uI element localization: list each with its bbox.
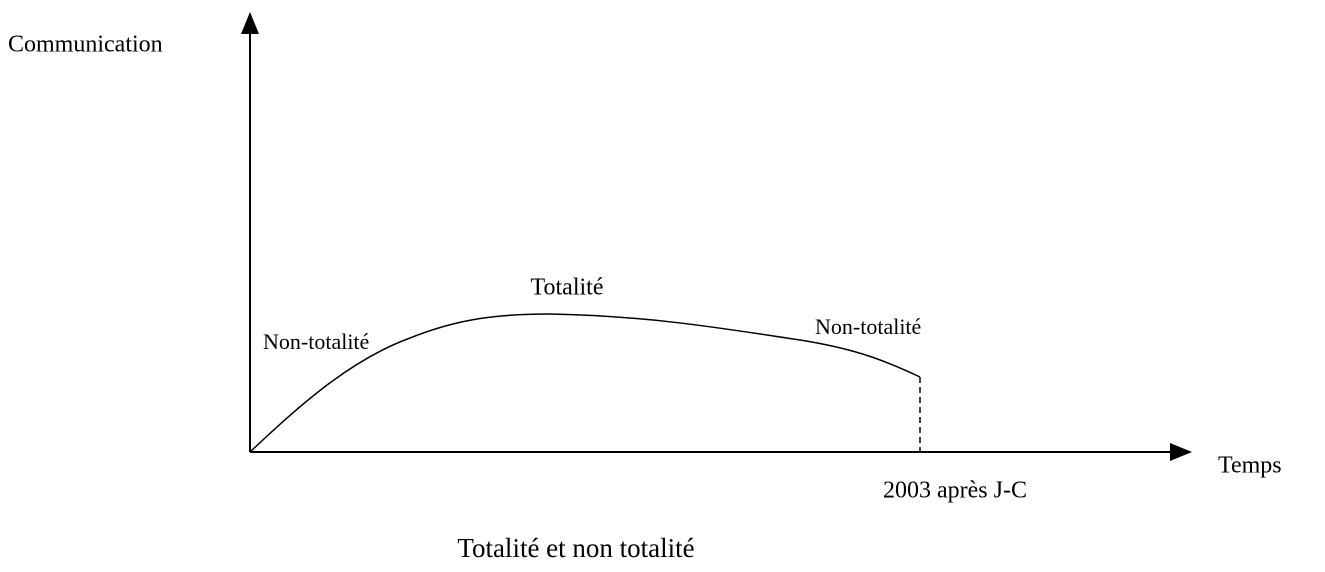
caption: Totalité et non totalité: [457, 533, 694, 563]
x-axis-arrow: [1170, 443, 1192, 461]
y-axis-label: Communication: [8, 32, 163, 58]
x-axis-label: Temps: [1218, 453, 1282, 479]
y-axis-arrow: [241, 12, 259, 34]
curve: [249, 313, 921, 453]
x-marker-label: 2003 après J-C: [883, 478, 1027, 504]
annotation: Totalité: [531, 275, 604, 301]
annotation: Non-totalité: [263, 329, 369, 354]
annotation: Non-totalité: [815, 314, 921, 339]
